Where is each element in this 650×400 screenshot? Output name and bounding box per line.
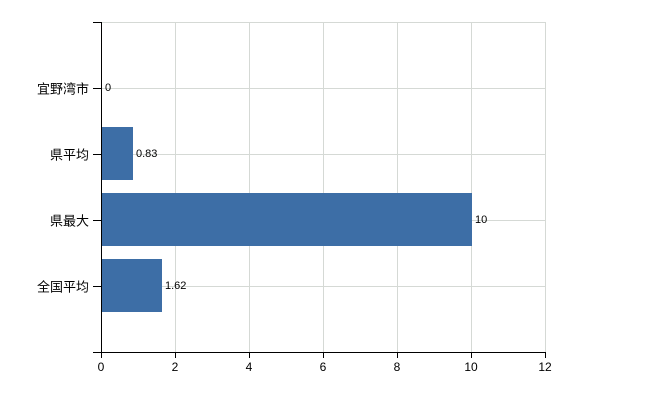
x-axis-tick	[397, 352, 398, 358]
x-tick-label: 12	[538, 360, 552, 374]
x-axis-tick	[323, 352, 324, 358]
horizontal-gridline	[101, 154, 545, 155]
x-tick-label: 10	[464, 360, 478, 374]
x-axis-tick	[545, 352, 546, 358]
y-axis-tick	[93, 22, 101, 23]
y-axis-tick	[93, 286, 101, 287]
x-axis-tick	[471, 352, 472, 358]
category-label: 宜野湾市	[36, 81, 89, 97]
x-tick-label: 2	[171, 360, 179, 374]
value-label: 1.62	[165, 280, 187, 292]
x-axis-tick	[249, 352, 250, 358]
x-tick-label: 6	[319, 360, 327, 374]
vertical-gridline	[397, 22, 398, 352]
vertical-gridline	[249, 22, 250, 352]
y-axis-tick	[93, 154, 101, 155]
bar	[102, 127, 133, 180]
x-tick-label: 4	[245, 360, 253, 374]
value-label: 0.83	[136, 148, 158, 160]
bar	[102, 193, 472, 246]
category-label: 県最大	[49, 213, 89, 229]
vertical-gridline	[545, 22, 546, 352]
category-label: 全国平均	[36, 279, 89, 295]
x-axis-tick	[175, 352, 176, 358]
y-axis-tick	[93, 220, 101, 221]
x-tick-label: 8	[393, 360, 401, 374]
x-axis	[93, 352, 545, 353]
vertical-gridline	[471, 22, 472, 352]
horizontal-gridline	[101, 286, 545, 287]
vertical-gridline	[175, 22, 176, 352]
horizontal-gridline	[101, 88, 545, 89]
vertical-gridline	[323, 22, 324, 352]
x-axis-tick	[101, 352, 102, 358]
value-label: 0	[105, 82, 112, 94]
category-label: 県平均	[49, 147, 89, 163]
y-axis	[101, 22, 102, 358]
y-axis-tick	[93, 88, 101, 89]
value-label: 10	[475, 214, 488, 226]
x-tick-label: 0	[97, 360, 105, 374]
bar	[102, 259, 162, 312]
